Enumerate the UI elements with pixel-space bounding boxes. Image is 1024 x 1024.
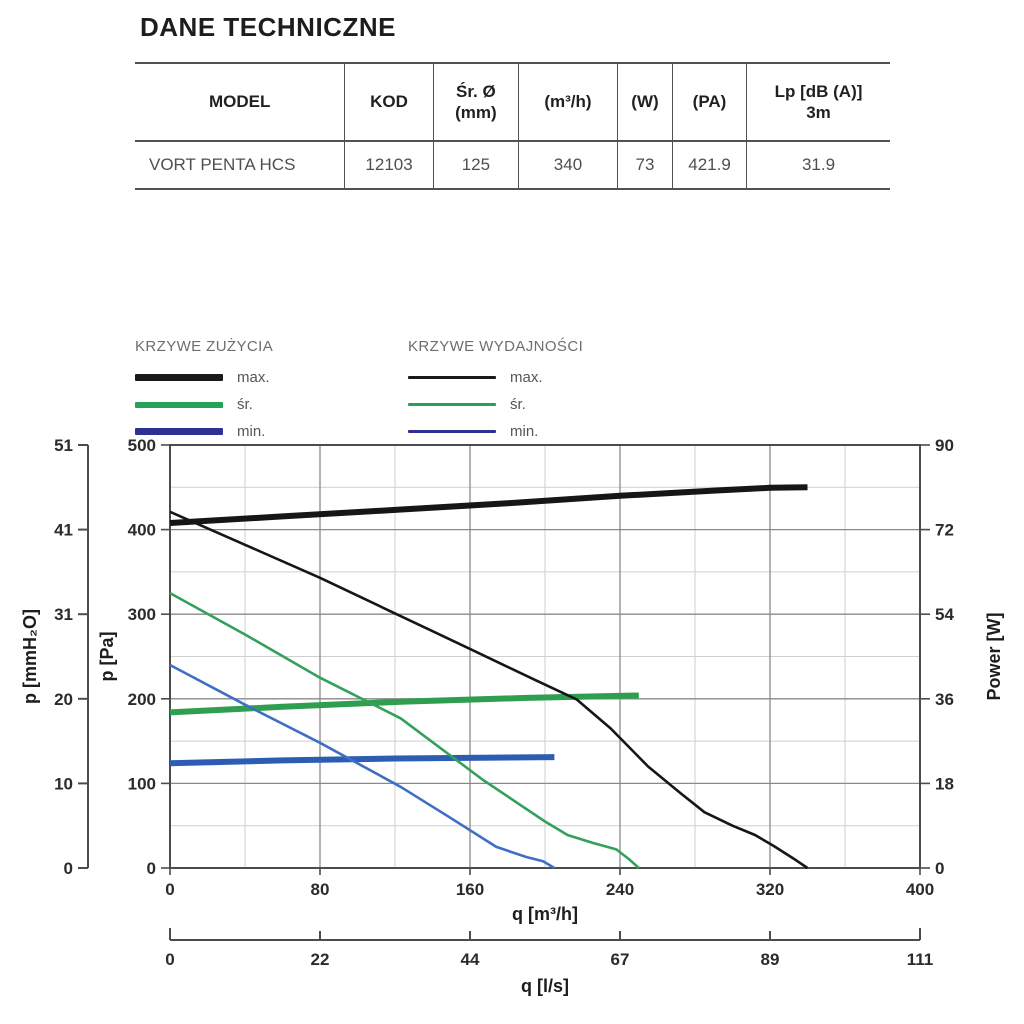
power-axis-tick-label: 54 — [935, 605, 954, 624]
cell-power: 73 — [616, 141, 674, 189]
mmh2o-axis-tick-label: 20 — [54, 690, 73, 709]
line-swatch-navy-thin — [408, 430, 496, 433]
mmh2o-axis-tick-label: 31 — [54, 605, 73, 624]
ls-axis-tick-label: 22 — [311, 950, 330, 969]
mmh2o-axis-tick-label: 0 — [64, 859, 73, 878]
legend-item-consumption-max: max. — [135, 364, 273, 391]
ls-axis-tick-label: 44 — [461, 950, 480, 969]
col-header-airflow: (m³/h) — [518, 63, 618, 141]
pa-axis-tick-label: 500 — [128, 436, 156, 455]
ls-axis-tick-label: 0 — [165, 950, 174, 969]
mmh2o-axis-tick-label: 51 — [54, 436, 73, 455]
page-title: DANE TECHNICZNE — [140, 12, 396, 42]
power-axis-tick-label: 0 — [935, 859, 944, 878]
line-swatch-navy-thick — [135, 428, 223, 435]
cell-diameter: 125 — [432, 141, 520, 189]
legend-consumption: KRZYWE ZUŻYCIA max. śr. min. — [135, 338, 273, 445]
curve-zuzycia-min — [169, 754, 555, 767]
cell-model: VORT PENTA HCS — [135, 141, 346, 189]
legend-item-performance-avg: śr. — [408, 391, 583, 418]
power-axis-tick-label: 72 — [935, 521, 954, 540]
pa-axis-tick-label: 300 — [128, 605, 156, 624]
ls-axis-title: q [l/s] — [521, 976, 569, 996]
flow-axis-title: q [m³/h] — [512, 904, 578, 924]
legend-item-performance-min: min. — [408, 418, 583, 445]
table-row: VORT PENTA HCS 12103 125 340 73 421.9 31… — [135, 141, 890, 189]
curve-wydajnosc-min — [169, 663, 556, 870]
flow-axis-tick-label: 400 — [906, 880, 934, 899]
legend-item-performance-max: max. — [408, 364, 583, 391]
pa-axis-tick-label: 0 — [147, 859, 156, 878]
power-axis-tick-label: 18 — [935, 774, 954, 793]
pa-axis-tick-label: 400 — [128, 521, 156, 540]
mmh2o-axis-tick-label: 41 — [54, 521, 73, 540]
curve-wydajnosc-sr — [169, 591, 640, 869]
plot-border — [169, 444, 921, 869]
mmh2o-axis-tick-label: 10 — [54, 774, 73, 793]
col-header-kod: KOD — [344, 63, 434, 141]
flow-axis-tick-label: 0 — [165, 880, 174, 899]
col-header-power: (W) — [616, 63, 674, 141]
col-header-model: MODEL — [135, 63, 346, 141]
line-swatch-green-thick — [135, 401, 223, 408]
pa-axis-title: p [Pa] — [97, 631, 117, 681]
technical-data-table: MODEL KOD Śr. Ø (mm) (m³/h) (W) (PA) Lp … — [135, 62, 890, 190]
mmh2o-axis-title: p [mmH₂O] — [20, 609, 40, 704]
legend-performance-title: KRZYWE WYDAJNOŚCI — [408, 338, 584, 355]
cell-kod: 12103 — [344, 141, 434, 189]
cell-pressure: 421.9 — [672, 141, 748, 189]
power-axis-title: Power [W] — [984, 613, 1004, 701]
flow-axis-tick-label: 240 — [606, 880, 634, 899]
power-axis-tick-label: 90 — [935, 436, 954, 455]
pa-axis-tick-label: 100 — [128, 774, 156, 793]
line-swatch-black-thick — [135, 374, 223, 381]
cell-noise: 31.9 — [746, 141, 890, 189]
pa-axis-tick-label: 200 — [128, 690, 156, 709]
legend-consumption-title: KRZYWE ZUŻYCIA — [135, 338, 274, 355]
col-header-diameter: Śr. Ø (mm) — [432, 63, 520, 141]
flow-axis-tick-label: 320 — [756, 880, 784, 899]
curve-wydajnosc-max — [169, 510, 809, 870]
ls-axis-tick-label: 67 — [611, 950, 630, 969]
power-axis-tick-label: 36 — [935, 690, 954, 709]
line-swatch-green-thin — [408, 403, 496, 406]
curve-zuzycia-sr — [169, 692, 639, 716]
flow-axis-tick-label: 80 — [311, 880, 330, 899]
col-header-noise: Lp [dB (A)] 3m — [746, 63, 890, 141]
ls-axis-tick-label: 111 — [907, 950, 934, 969]
table-header-row: MODEL KOD Śr. Ø (mm) (m³/h) (W) (PA) Lp … — [135, 63, 890, 141]
legend-item-consumption-avg: śr. — [135, 391, 273, 418]
legend-item-consumption-min: min. — [135, 418, 273, 445]
legend-performance: KRZYWE WYDAJNOŚCI max. śr. min. — [408, 338, 583, 445]
col-header-pressure: (PA) — [672, 63, 748, 141]
cell-airflow: 340 — [518, 141, 618, 189]
table-header: MODEL KOD Śr. Ø (mm) (m³/h) (W) (PA) Lp … — [135, 63, 890, 141]
curve-zuzycia-max — [169, 484, 808, 526]
line-swatch-black-thin — [408, 376, 496, 379]
ls-axis-tick-label: 89 — [761, 950, 780, 969]
flow-axis-tick-label: 160 — [456, 880, 484, 899]
